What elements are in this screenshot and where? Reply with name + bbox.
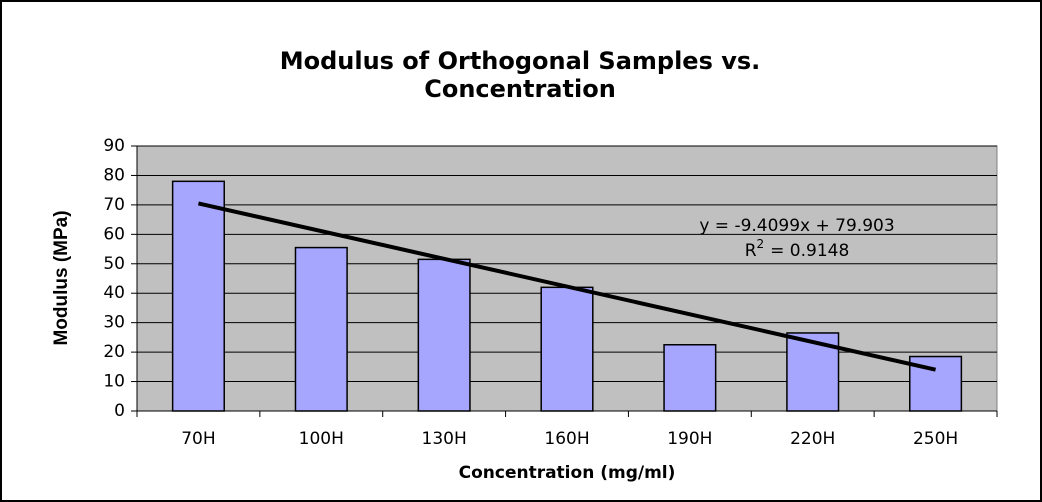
bar	[294, 246, 348, 412]
bar	[540, 286, 594, 412]
x-tick-label: 100H	[299, 429, 344, 449]
bar	[171, 180, 225, 412]
r-value: = 0.9148	[770, 241, 849, 261]
y-tick-label: 70	[103, 195, 125, 215]
y-tick-label: 10	[103, 372, 125, 392]
y-tick-label: 40	[103, 283, 125, 303]
trendline	[197, 201, 937, 372]
chart-title: Modulus of Orthogonal Samples vs.	[280, 47, 761, 75]
x-axis-title: Concentration (mg/ml)	[459, 463, 676, 483]
y-tick-label: 0	[114, 401, 125, 421]
bar	[663, 344, 717, 412]
r-symbol: R	[745, 241, 757, 261]
chart-title: Concentration	[424, 75, 616, 103]
r-squared: R2 = 0.9148	[745, 237, 850, 262]
trendline-equation: y = -9.4099x + 79.903	[699, 216, 894, 236]
x-tick-label: 70H	[181, 429, 215, 449]
x-tick-label: 190H	[667, 429, 712, 449]
x-tick-label: 220H	[790, 429, 835, 449]
y-tick-label: 50	[103, 254, 125, 274]
y-tick-label: 20	[103, 342, 125, 362]
x-tick-label: 160H	[544, 429, 589, 449]
r-power: 2	[757, 237, 765, 251]
bar	[417, 258, 471, 412]
y-tick-label: 90	[103, 136, 125, 156]
x-tick-label: 130H	[422, 429, 467, 449]
y-tick-label: 30	[103, 313, 125, 333]
x-tick-label: 250H	[913, 429, 958, 449]
y-tick-label: 60	[103, 224, 125, 244]
y-tick-label: 80	[103, 165, 125, 185]
y-axis-title: Modulus (MPa)	[51, 210, 72, 345]
